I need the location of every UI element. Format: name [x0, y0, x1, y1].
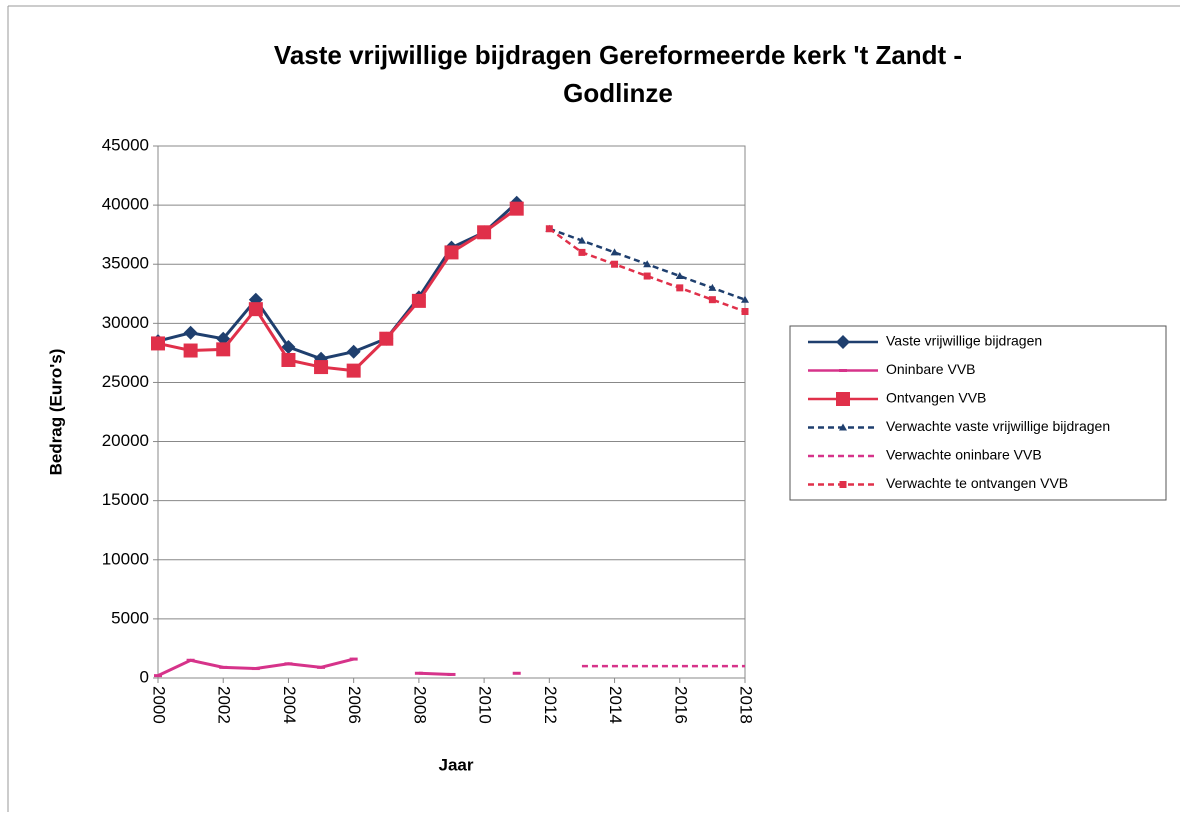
marker [610, 248, 619, 256]
marker [836, 335, 850, 349]
legend-label: Verwachte te ontvangen VVB [886, 475, 1068, 491]
legend-label: Ontvangen VVB [886, 390, 986, 406]
marker [411, 293, 426, 308]
marker [284, 662, 293, 666]
y-tick-label: 45000 [102, 135, 149, 154]
marker [216, 342, 231, 357]
marker [219, 665, 228, 669]
marker [314, 360, 329, 375]
y-tick-label: 15000 [102, 490, 149, 509]
marker [836, 392, 850, 406]
marker [183, 343, 198, 358]
marker [643, 272, 651, 280]
marker [477, 225, 492, 240]
marker [512, 671, 521, 675]
x-tick-label: 2012 [541, 686, 560, 724]
marker [708, 296, 716, 304]
chart-title: Vaste vrijwillige bijdragen Gereformeerd… [274, 40, 962, 70]
marker [676, 284, 684, 292]
marker [183, 325, 198, 340]
chart-title: Godlinze [563, 78, 673, 108]
marker [151, 336, 165, 351]
y-tick-label: 5000 [111, 608, 149, 627]
marker [379, 331, 394, 346]
y-tick-label: 0 [140, 667, 149, 686]
marker [251, 667, 260, 671]
x-tick-label: 2016 [671, 686, 690, 724]
marker [346, 363, 361, 378]
marker [708, 283, 717, 291]
marker [154, 674, 162, 678]
x-tick-label: 2000 [150, 686, 169, 724]
marker [248, 302, 263, 317]
marker [839, 481, 847, 488]
y-tick-label: 30000 [102, 313, 149, 332]
marker [281, 352, 296, 367]
plot-area [157, 145, 746, 679]
x-tick-label: 2014 [606, 686, 625, 724]
x-tick-label: 2010 [476, 686, 495, 724]
marker [281, 339, 296, 354]
marker [839, 369, 847, 372]
marker [186, 658, 195, 662]
marker [741, 295, 749, 303]
marker [545, 225, 553, 233]
marker [611, 260, 619, 268]
marker [675, 272, 684, 280]
marker [577, 236, 586, 244]
marker [346, 344, 361, 359]
marker [317, 665, 326, 669]
y-tick-label: 25000 [102, 372, 149, 391]
y-tick-label: 35000 [102, 254, 149, 273]
legend-label: Oninbare VVB [886, 361, 976, 377]
x-tick-label: 2004 [280, 686, 299, 724]
marker [414, 671, 423, 675]
legend-label: Vaste vrijwillige bijdragen [886, 333, 1042, 349]
y-axis-label: Bedrag (Euro's) [46, 349, 65, 476]
marker [216, 331, 231, 346]
x-axis-label: Jaar [439, 755, 474, 774]
x-tick-label: 2006 [345, 686, 364, 724]
y-tick-label: 10000 [102, 549, 149, 568]
marker [741, 308, 749, 316]
x-tick-label: 2018 [737, 686, 756, 724]
marker [839, 423, 847, 431]
marker [643, 260, 652, 268]
legend-label: Verwachte oninbare VVB [886, 447, 1042, 463]
marker [444, 245, 459, 260]
y-tick-label: 40000 [102, 195, 149, 214]
x-tick-label: 2002 [215, 686, 234, 724]
marker [349, 657, 358, 661]
legend [789, 325, 1167, 501]
y-tick-label: 20000 [102, 431, 149, 450]
marker [509, 201, 524, 216]
marker [578, 248, 586, 256]
marker [447, 672, 456, 676]
legend-label: Verwachte vaste vrijwillige bijdragen [886, 418, 1110, 434]
x-tick-label: 2008 [410, 686, 429, 724]
series-line [418, 671, 452, 676]
